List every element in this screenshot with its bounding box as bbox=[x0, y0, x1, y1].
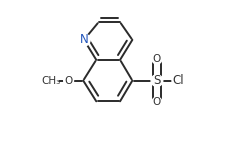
Text: CH₃: CH₃ bbox=[41, 76, 61, 86]
Circle shape bbox=[151, 75, 163, 86]
Text: O: O bbox=[153, 97, 161, 107]
Circle shape bbox=[44, 73, 58, 88]
Text: N: N bbox=[80, 33, 88, 46]
Circle shape bbox=[152, 97, 162, 107]
Circle shape bbox=[64, 76, 73, 86]
Circle shape bbox=[152, 54, 162, 64]
Text: Cl: Cl bbox=[173, 74, 184, 87]
Text: O: O bbox=[65, 76, 73, 86]
Circle shape bbox=[172, 74, 185, 87]
Circle shape bbox=[78, 34, 90, 46]
Text: O: O bbox=[153, 54, 161, 64]
Text: S: S bbox=[153, 74, 161, 87]
